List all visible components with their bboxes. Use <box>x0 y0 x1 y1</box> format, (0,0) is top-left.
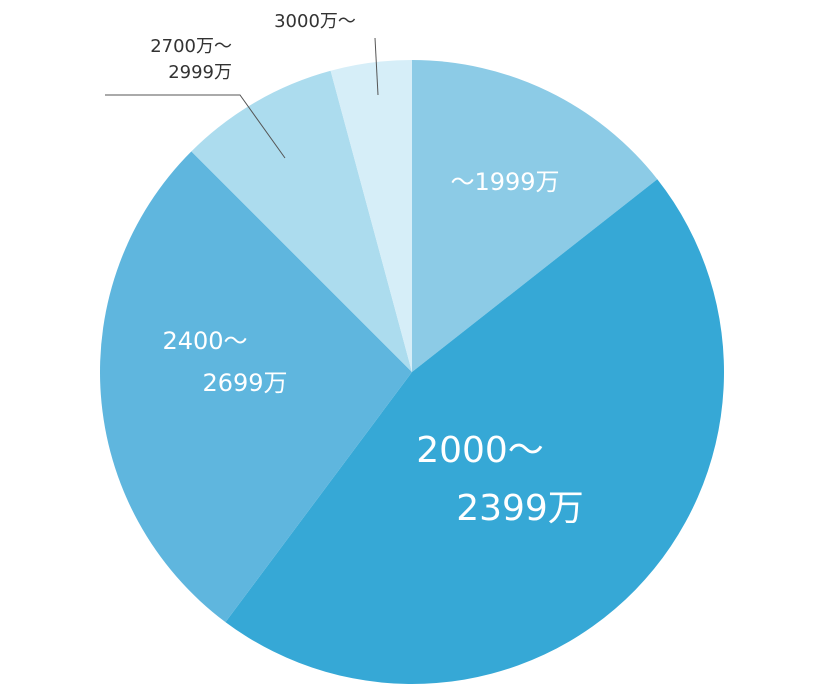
pie-slice <box>99 151 413 623</box>
slice-label: 2700万〜 <box>150 36 232 57</box>
slice-label: 2000〜 <box>416 430 544 471</box>
leader-line <box>374 37 379 96</box>
pie-slice <box>191 70 412 372</box>
leader-line <box>105 94 286 159</box>
slice-label: 2999万 <box>168 62 232 83</box>
pie-slice <box>412 60 658 372</box>
slice-label: 2400〜 <box>162 327 247 355</box>
pie-slice <box>330 60 412 372</box>
slice-label: 3000万〜 <box>274 11 356 32</box>
slice-label: 2699万 <box>202 369 287 397</box>
slice-label: 2399万 <box>456 488 584 529</box>
pie-slice <box>225 179 725 685</box>
slice-label: 〜1999万 <box>450 168 559 196</box>
